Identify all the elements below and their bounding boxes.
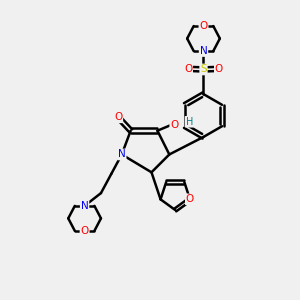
Text: S: S	[200, 64, 207, 74]
Text: N: N	[200, 46, 207, 56]
Text: O: O	[200, 21, 208, 31]
Text: O: O	[186, 194, 194, 204]
Text: O: O	[184, 64, 192, 74]
Text: O: O	[170, 120, 178, 130]
Text: O: O	[80, 226, 89, 236]
Text: N: N	[118, 149, 126, 160]
Text: N: N	[81, 201, 88, 211]
Text: H: H	[185, 117, 193, 127]
Text: O: O	[114, 112, 122, 122]
Text: O: O	[215, 64, 223, 74]
